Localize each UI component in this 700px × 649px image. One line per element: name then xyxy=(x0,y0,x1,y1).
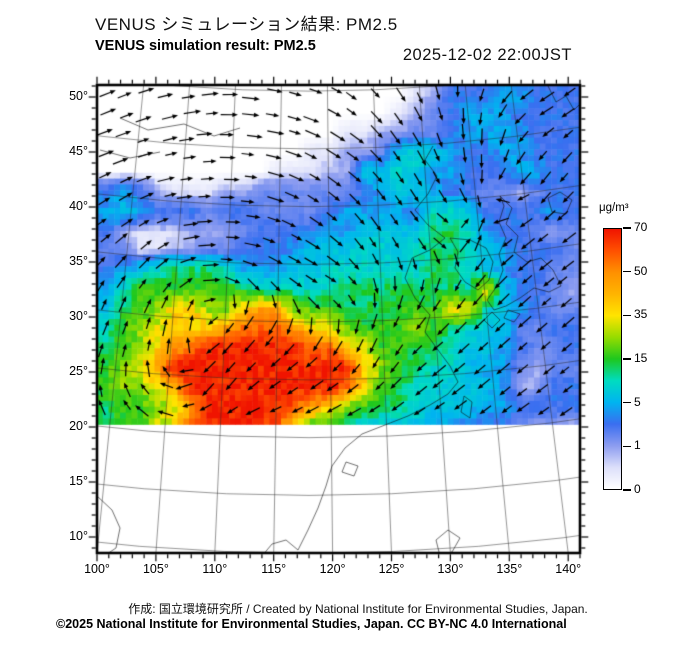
colorbar-tick xyxy=(623,358,631,360)
colorbar-tick xyxy=(623,270,631,273)
colorbar-tick-label: 0 xyxy=(634,482,641,496)
colorbar-unit-label: μg/m³ xyxy=(599,202,629,214)
page-title-japanese: VENUS シミュレーション結果: PM2.5 xyxy=(95,15,398,34)
lon-tick-label: 100° xyxy=(84,562,110,576)
lat-tick-label: 30° xyxy=(69,309,88,323)
lon-tick-label: 140° xyxy=(555,562,582,576)
colorbar-tick xyxy=(623,227,631,229)
colorbar xyxy=(603,228,622,490)
lon-tick-label: 135° xyxy=(496,562,523,576)
lat-tick-label: 45° xyxy=(69,144,88,158)
lon-tick-label: 105° xyxy=(142,562,169,576)
colorbar-tick-label: 1 xyxy=(634,438,641,453)
lon-tick-label: 120° xyxy=(319,562,346,576)
colorbar-tick xyxy=(623,314,631,317)
footer-copyright: ©2025 National Institute for Environment… xyxy=(56,617,567,631)
valid-timestamp: 2025-12-02 22:00JST xyxy=(402,46,572,64)
colorbar-tick-label: 70 xyxy=(634,220,648,234)
colorbar-tick-label: 35 xyxy=(634,307,648,322)
lat-tick-label: 50° xyxy=(69,89,88,103)
lon-tick-label: 125° xyxy=(378,562,405,576)
colorbar-tick xyxy=(623,401,631,404)
page-title-english: VENUS simulation result: PM2.5 xyxy=(95,38,316,54)
colorbar-tick-label: 5 xyxy=(634,394,641,409)
colorbar-tick xyxy=(623,445,631,448)
lat-tick-label: 15° xyxy=(69,474,88,488)
lat-tick-label: 25° xyxy=(69,364,88,378)
lat-tick-label: 35° xyxy=(69,254,88,268)
lat-tick-label: 20° xyxy=(69,419,88,433)
lon-tick-label: 115° xyxy=(261,562,287,576)
lon-tick-label: 130° xyxy=(437,562,464,576)
colorbar-tick-label: 50 xyxy=(634,263,648,278)
lat-tick-label: 10° xyxy=(69,529,88,543)
colorbar-tick xyxy=(623,489,631,491)
lat-tick-label: 40° xyxy=(69,199,88,213)
lon-tick-label: 110° xyxy=(202,562,228,576)
footer-credit: 作成: 国立環境研究所 / Created by National Instit… xyxy=(128,602,588,616)
colorbar-tick-label: 15 xyxy=(634,351,648,365)
